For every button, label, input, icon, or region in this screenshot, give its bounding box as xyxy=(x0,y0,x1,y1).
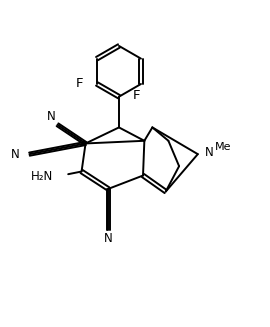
Text: Me: Me xyxy=(215,142,232,152)
Text: F: F xyxy=(132,89,140,102)
Text: H₂N: H₂N xyxy=(31,170,53,183)
Text: N: N xyxy=(204,146,213,159)
Text: F: F xyxy=(76,77,84,90)
Text: N: N xyxy=(11,148,19,161)
Text: N: N xyxy=(46,110,55,123)
Text: N: N xyxy=(104,232,113,245)
